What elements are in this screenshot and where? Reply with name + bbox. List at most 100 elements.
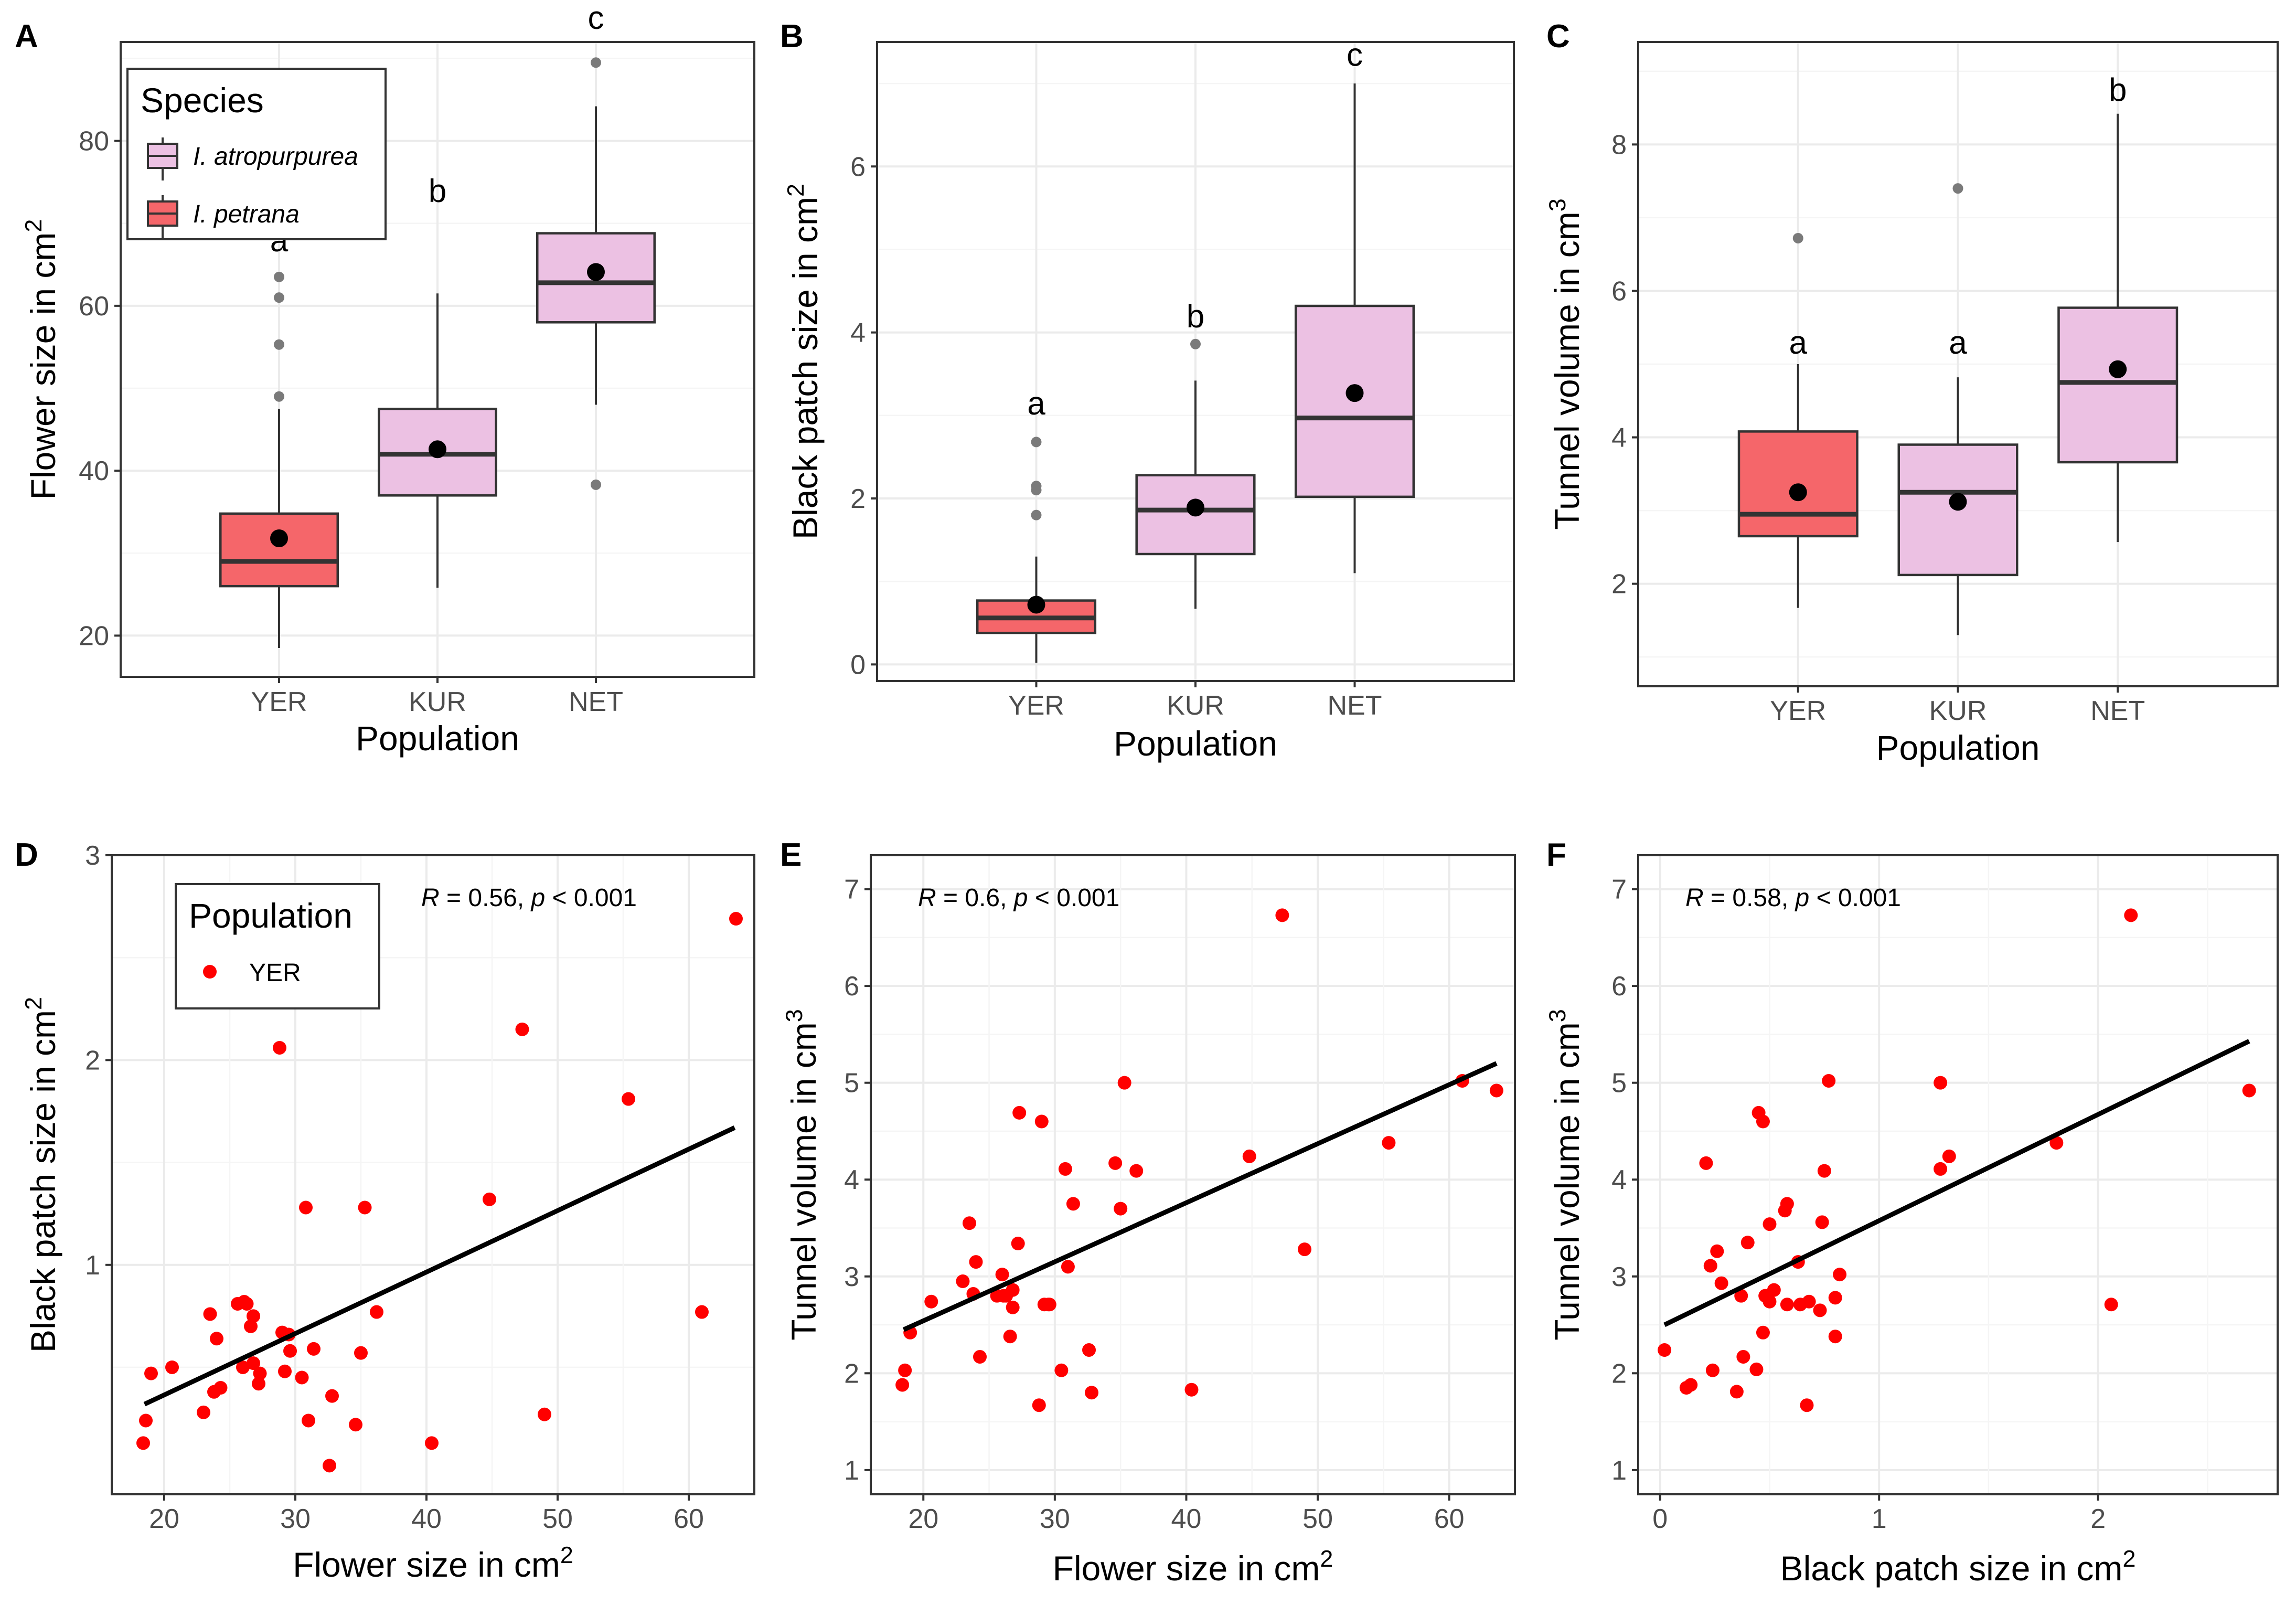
data-point — [895, 1378, 910, 1392]
regression-line — [143, 1125, 736, 1407]
panel-letter: F — [1546, 837, 1566, 873]
data-point — [622, 1092, 635, 1106]
data-point — [1032, 1398, 1046, 1412]
data-point — [1006, 1300, 1020, 1314]
box-kur: a — [1897, 183, 2019, 635]
correlation-annotation: R = 0.56, p < 0.001 — [421, 884, 637, 912]
data-point — [425, 1436, 439, 1450]
gridlines — [871, 855, 1516, 1494]
data-point — [144, 1366, 158, 1380]
data-point — [1003, 1330, 1017, 1344]
data-point — [1942, 1149, 1956, 1163]
data-point — [1129, 1164, 1144, 1178]
x-tick-label: 30 — [280, 1504, 311, 1534]
stat-r-value: = 0.56, — [440, 884, 531, 912]
data-point — [1006, 1283, 1020, 1297]
data-point — [1085, 1386, 1099, 1400]
y-tick-label: 6 — [1611, 276, 1627, 306]
data-point — [2242, 1083, 2256, 1098]
data-point — [253, 1366, 267, 1380]
legend-species: Species I. atropurpurea I. petrana — [126, 68, 387, 240]
box-yer: a — [219, 222, 339, 648]
x-tick-label: 20 — [908, 1504, 938, 1534]
y-tick-label: 3 — [844, 1262, 859, 1292]
panel-letter: B — [780, 18, 804, 55]
legend-label: I. petrana — [193, 200, 300, 228]
box-iqr — [2057, 306, 2178, 464]
y-tick-label: 2 — [844, 1358, 859, 1389]
y-axis-title-superscript: 2 — [20, 997, 47, 1010]
x-tick-label: YER — [1008, 690, 1064, 721]
outlier-point — [1952, 183, 1963, 194]
y-tick-label: 4 — [1611, 423, 1627, 453]
outlier-point — [274, 271, 284, 282]
data-point — [956, 1274, 970, 1288]
data-point — [213, 1381, 228, 1395]
data-point — [538, 1407, 551, 1421]
x-axis-title-text: Population — [356, 719, 519, 758]
outlier-point — [274, 339, 284, 350]
outlier-point — [274, 292, 284, 303]
data-point — [203, 1307, 217, 1321]
data-point — [2124, 908, 2138, 922]
y-axis-title: Black patch size in cm2 — [20, 997, 62, 1353]
data-point — [1763, 1217, 1777, 1231]
x-axis-title: Population — [1876, 728, 2040, 767]
data-point — [1382, 1136, 1396, 1150]
data-point — [302, 1413, 315, 1428]
data-point — [1763, 1294, 1777, 1309]
legend-population: Population YER — [175, 883, 380, 1009]
data-point — [962, 1216, 976, 1230]
x-axis-title-text: Flower size in cm — [1053, 1549, 1320, 1588]
x-tick-label: 60 — [674, 1504, 704, 1534]
data-point — [1684, 1378, 1698, 1392]
y-tick-label: 2 — [1611, 569, 1627, 600]
data-point — [1714, 1276, 1728, 1290]
data-point — [370, 1305, 383, 1319]
significance-letter: c — [588, 0, 604, 36]
data-point — [165, 1360, 179, 1374]
y-axis-title-superscript: 2 — [20, 219, 47, 232]
y-tick-label: 4 — [850, 318, 866, 348]
data-point — [299, 1200, 313, 1215]
y-tick-label: 5 — [1611, 1068, 1627, 1099]
mean-point — [587, 263, 605, 281]
y-axis-title: Tunnel volume in cm3 — [781, 1009, 823, 1340]
data-point — [236, 1360, 250, 1374]
stat-r-label: R — [918, 884, 936, 912]
data-point — [969, 1255, 983, 1269]
mean-point — [429, 440, 446, 459]
y-tick-label: 6 — [1611, 971, 1627, 1002]
x-axis-title-text: Black patch size in cm — [1780, 1549, 2123, 1588]
scatter-points — [1658, 908, 2256, 1412]
x-axis-title-text: Population — [1876, 728, 2040, 767]
y-tick-label: 1 — [844, 1455, 859, 1486]
data-point — [1740, 1236, 1755, 1250]
x-tick-label: 40 — [1171, 1504, 1202, 1534]
panel-letter: D — [15, 837, 38, 873]
data-point — [1734, 1289, 1748, 1303]
data-point — [354, 1346, 368, 1360]
y-axis-title-superscript: 3 — [1544, 1009, 1571, 1022]
box-net: c — [1294, 37, 1415, 573]
panel-border — [120, 41, 755, 678]
mean-point — [2109, 360, 2127, 378]
data-point — [323, 1459, 336, 1473]
significance-letter: b — [2109, 72, 2127, 109]
data-point — [1114, 1202, 1128, 1216]
y-tick-label: 5 — [844, 1068, 859, 1099]
data-point — [1275, 908, 1289, 922]
stat-r-label: R — [421, 884, 440, 912]
legend-key — [203, 965, 217, 979]
box-yer: a — [976, 386, 1097, 663]
data-point — [1934, 1162, 1948, 1176]
data-point — [1011, 1237, 1025, 1251]
panel-b: B 0 2 4 6 YER KUR NET Population Black patch size… — [780, 18, 1515, 763]
data-point — [1082, 1343, 1096, 1357]
x-axis-title: Population — [356, 719, 519, 758]
data-point — [1108, 1156, 1123, 1170]
x-tick-label: YER — [251, 687, 307, 717]
x-axis-title-superscript: 2 — [2122, 1545, 2135, 1572]
